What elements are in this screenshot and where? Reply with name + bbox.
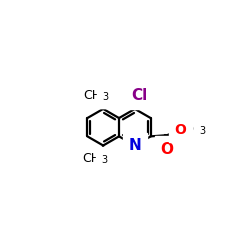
Text: 3: 3 (200, 126, 206, 136)
Text: CH: CH (82, 152, 100, 165)
Text: CH: CH (192, 123, 210, 136)
Text: CH: CH (83, 89, 101, 102)
Text: O: O (160, 142, 173, 156)
Text: N: N (128, 138, 141, 153)
Text: 3: 3 (102, 92, 108, 102)
Text: 3: 3 (101, 155, 107, 165)
Text: O: O (174, 123, 186, 137)
Text: Cl: Cl (132, 88, 148, 103)
